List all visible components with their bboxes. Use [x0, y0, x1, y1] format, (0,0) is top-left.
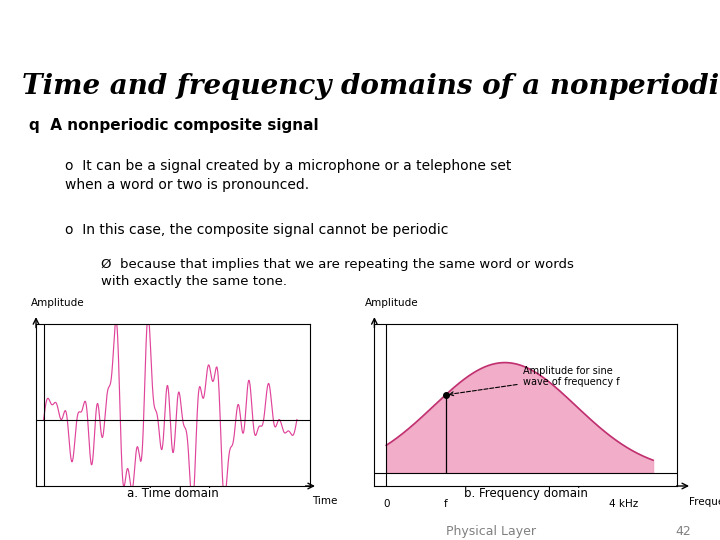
Text: q  A nonperiodic composite signal: q A nonperiodic composite signal — [29, 118, 318, 133]
Text: Amplitude: Amplitude — [365, 298, 419, 308]
Text: Frequency: Frequency — [689, 497, 720, 508]
Text: a. Time domain: a. Time domain — [127, 487, 219, 500]
Text: o  It can be a signal created by a microphone or a telephone set
when a word or : o It can be a signal created by a microp… — [65, 159, 511, 192]
Text: Ø  because that implies that we are repeating the same word or words
with exactl: Ø because that implies that we are repea… — [101, 258, 574, 288]
Text: 42: 42 — [675, 524, 691, 538]
Text: Time: Time — [312, 496, 338, 506]
Text: f: f — [444, 499, 447, 509]
Text: Amplitude for sine
wave of frequency f: Amplitude for sine wave of frequency f — [449, 366, 619, 396]
Text: b. Frequency domain: b. Frequency domain — [464, 487, 588, 500]
Text: Time and frequency domains of a nonperiodic signal: Time and frequency domains of a nonperio… — [22, 73, 720, 100]
Text: Physical Layer: Physical Layer — [446, 524, 536, 538]
Text: 0: 0 — [383, 499, 390, 509]
Text: 4 kHz: 4 kHz — [609, 499, 638, 509]
Text: Amplitude: Amplitude — [30, 298, 84, 308]
Text: o  In this case, the composite signal cannot be periodic: o In this case, the composite signal can… — [65, 223, 448, 237]
